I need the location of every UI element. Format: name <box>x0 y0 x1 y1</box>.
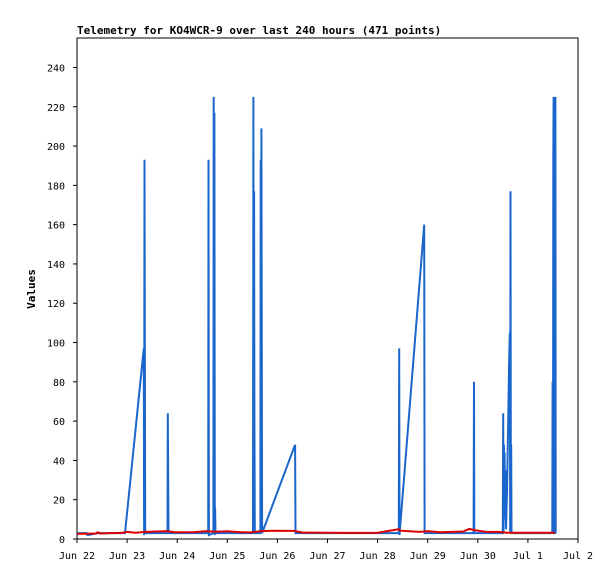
plot-frame <box>76 37 579 540</box>
x-tick-label: Jun 29 <box>410 551 446 562</box>
series-layer <box>76 96 557 537</box>
x-tick-label: Jun 26 <box>259 551 295 562</box>
x-tick-label: Jun 27 <box>309 551 345 562</box>
series-line-2 <box>76 527 555 535</box>
x-tick-label: Jun 23 <box>109 551 145 562</box>
series-line-1 <box>76 96 557 537</box>
x-tick-label: Jun 28 <box>360 551 396 562</box>
x-tick-label: Jun 25 <box>209 551 245 562</box>
y-tick-label: 180 <box>47 181 65 192</box>
x-tick-label: Jun 24 <box>159 551 195 562</box>
y-tick-label: 80 <box>53 378 65 389</box>
y-tick-label: 140 <box>47 260 65 271</box>
y-tick-label: 120 <box>47 299 65 310</box>
y-tick-label: 100 <box>47 339 65 350</box>
x-tick-label: Jul 1 <box>513 551 543 562</box>
y-tick-label: 0 <box>59 535 65 546</box>
y-tick-label: 160 <box>47 221 65 232</box>
y-tick-label: 200 <box>47 142 65 153</box>
y-axis: 0 20 40 60 80 100 120 140 160 180 200 220 240 <box>47 63 77 546</box>
chart-title: Telemetry for KO4WCR-9 over last 240 hou… <box>77 24 441 37</box>
y-tick-label: 20 <box>53 496 65 507</box>
y-tick-label: 40 <box>53 456 65 467</box>
y-tick-label: 240 <box>47 63 65 74</box>
y-tick-label: 60 <box>53 417 65 428</box>
x-tick-label: Jul 2 <box>563 551 593 562</box>
x-tick-label: Jun 30 <box>460 551 496 562</box>
y-axis-label: Values <box>25 269 38 309</box>
x-tick-label: Jun 22 <box>59 551 95 562</box>
x-axis: Jun 22 Jun 23 Jun 24 Jun 25 Jun 26 Jun 27 Jun … <box>59 539 593 562</box>
y-tick-label: 220 <box>47 103 65 114</box>
